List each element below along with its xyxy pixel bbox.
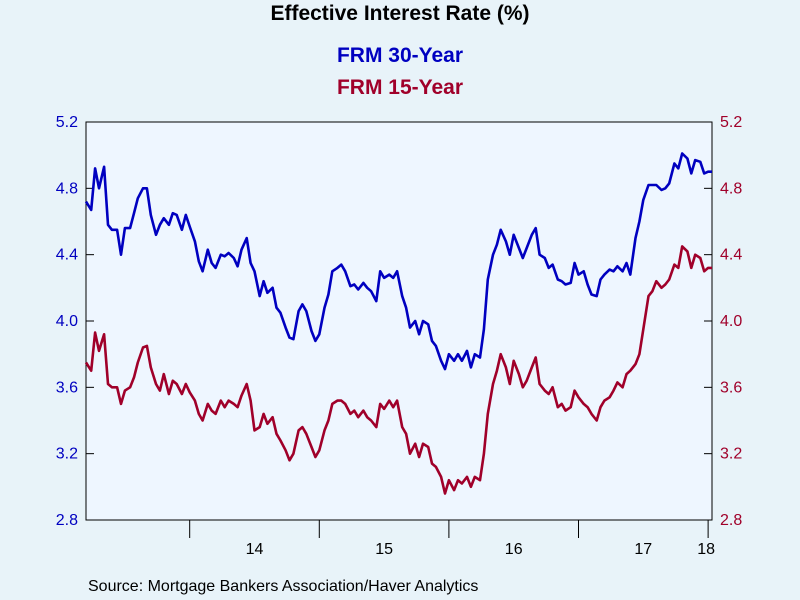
y-axis-right: 2.8 3.2 3.6 4.0 4.4 4.8 5.2 bbox=[704, 114, 742, 529]
source-note: Source: Mortgage Bankers Association/Hav… bbox=[88, 578, 479, 595]
y-tick-label-right: 2.8 bbox=[720, 512, 742, 529]
x-tick-label: 17 bbox=[634, 541, 652, 558]
y-tick-label-right: 4.0 bbox=[720, 313, 742, 330]
x-tick-label: 16 bbox=[505, 541, 523, 558]
y-tick-label-left: 5.2 bbox=[56, 114, 78, 131]
legend-frm15: FRM 15-Year bbox=[336, 76, 464, 99]
x-tick-label: 18 bbox=[697, 541, 715, 558]
y-tick-label-right: 3.2 bbox=[720, 446, 742, 463]
x-axis: 14 15 16 17 18 bbox=[189, 520, 715, 558]
y-tick-label-right: 4.8 bbox=[720, 180, 742, 197]
series-lines bbox=[84, 152, 712, 495]
plot-area bbox=[85, 121, 713, 521]
y-tick-label-left: 3.6 bbox=[56, 379, 78, 396]
y-tick-label-left: 4.0 bbox=[56, 313, 78, 330]
y-tick-label-right: 4.4 bbox=[720, 247, 742, 264]
y-tick-label-left: 4.4 bbox=[56, 247, 78, 264]
y-tick-label-right: 3.6 bbox=[720, 379, 742, 396]
legend-frm30: FRM 30-Year bbox=[336, 44, 464, 67]
chart-title: Effective Interest Rate (%) bbox=[270, 2, 530, 25]
series-line-frm30 bbox=[84, 152, 712, 371]
x-tick-label: 14 bbox=[246, 541, 264, 558]
x-tick-label: 15 bbox=[375, 541, 393, 558]
y-tick-label-left: 4.8 bbox=[56, 180, 78, 197]
y-tick-label-right: 5.2 bbox=[720, 114, 742, 131]
y-tick-label-left: 3.2 bbox=[56, 446, 78, 463]
y-tick-label-left: 2.8 bbox=[56, 512, 78, 529]
series-line-frm15 bbox=[84, 245, 712, 495]
y-axis-left: 2.8 3.2 3.6 4.0 4.4 4.8 5.2 bbox=[56, 114, 94, 529]
